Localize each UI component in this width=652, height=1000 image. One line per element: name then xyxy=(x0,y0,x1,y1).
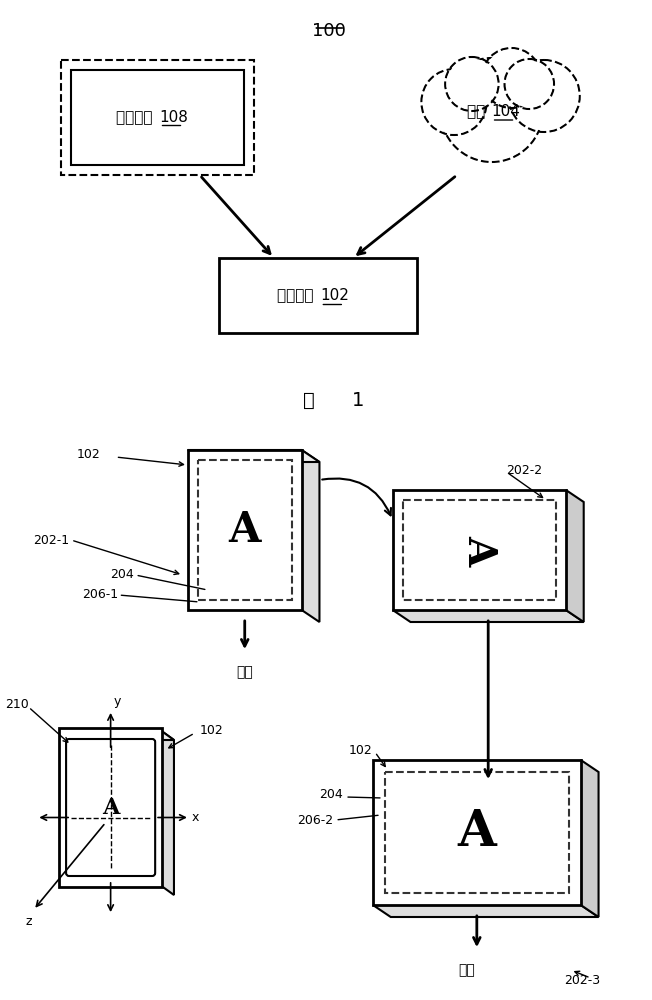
Text: 204: 204 xyxy=(110,568,134,582)
Circle shape xyxy=(506,60,552,107)
Circle shape xyxy=(422,65,492,135)
Circle shape xyxy=(447,58,497,109)
FancyBboxPatch shape xyxy=(385,772,569,893)
Circle shape xyxy=(441,60,542,160)
FancyBboxPatch shape xyxy=(61,60,254,175)
Text: 204: 204 xyxy=(319,788,343,802)
Circle shape xyxy=(503,57,579,133)
Text: 102: 102 xyxy=(349,744,373,756)
FancyBboxPatch shape xyxy=(71,70,244,165)
Circle shape xyxy=(440,56,543,160)
Text: 206-1: 206-1 xyxy=(82,588,119,601)
Text: 202-2: 202-2 xyxy=(507,464,542,477)
Text: 移动设备: 移动设备 xyxy=(277,288,318,303)
Circle shape xyxy=(510,62,578,130)
FancyBboxPatch shape xyxy=(66,739,155,876)
FancyBboxPatch shape xyxy=(373,760,581,905)
Ellipse shape xyxy=(509,65,553,101)
Text: A: A xyxy=(458,808,496,857)
Text: 102: 102 xyxy=(320,288,349,303)
Text: 1: 1 xyxy=(352,390,364,410)
Text: 104: 104 xyxy=(492,104,520,119)
Circle shape xyxy=(480,43,543,107)
Text: 重力: 重力 xyxy=(458,963,475,977)
Ellipse shape xyxy=(424,78,484,128)
Text: 位置服务: 位置服务 xyxy=(116,110,158,125)
Ellipse shape xyxy=(482,56,537,100)
Text: A: A xyxy=(229,509,261,551)
Polygon shape xyxy=(302,450,319,622)
Polygon shape xyxy=(393,610,584,622)
Text: A: A xyxy=(102,796,119,818)
Polygon shape xyxy=(160,730,174,895)
Text: 210: 210 xyxy=(5,698,29,712)
FancyBboxPatch shape xyxy=(59,728,162,887)
FancyBboxPatch shape xyxy=(220,258,417,333)
Text: 网络: 网络 xyxy=(467,104,490,119)
Polygon shape xyxy=(373,905,599,917)
Polygon shape xyxy=(61,730,174,740)
Text: A: A xyxy=(460,535,498,565)
Text: 102: 102 xyxy=(77,448,100,462)
Text: y: y xyxy=(113,695,121,708)
FancyBboxPatch shape xyxy=(393,490,566,610)
Polygon shape xyxy=(188,450,319,462)
Text: 100: 100 xyxy=(312,22,346,40)
Text: 206-2: 206-2 xyxy=(297,814,333,826)
Ellipse shape xyxy=(442,70,541,146)
FancyBboxPatch shape xyxy=(188,450,302,610)
Ellipse shape xyxy=(512,70,576,126)
Polygon shape xyxy=(566,490,584,622)
Text: 202-1: 202-1 xyxy=(33,534,69,546)
Circle shape xyxy=(449,54,505,110)
Polygon shape xyxy=(581,760,599,917)
Text: z: z xyxy=(25,915,32,928)
Text: 图: 图 xyxy=(303,390,314,410)
FancyBboxPatch shape xyxy=(198,460,291,600)
Text: 108: 108 xyxy=(160,110,188,125)
Ellipse shape xyxy=(447,63,497,103)
Circle shape xyxy=(423,70,485,133)
Text: x: x xyxy=(192,811,199,824)
Text: 重力: 重力 xyxy=(237,665,253,679)
Circle shape xyxy=(483,49,540,106)
FancyBboxPatch shape xyxy=(402,500,556,600)
Text: 202-3: 202-3 xyxy=(565,974,600,986)
Text: 102: 102 xyxy=(200,724,224,736)
